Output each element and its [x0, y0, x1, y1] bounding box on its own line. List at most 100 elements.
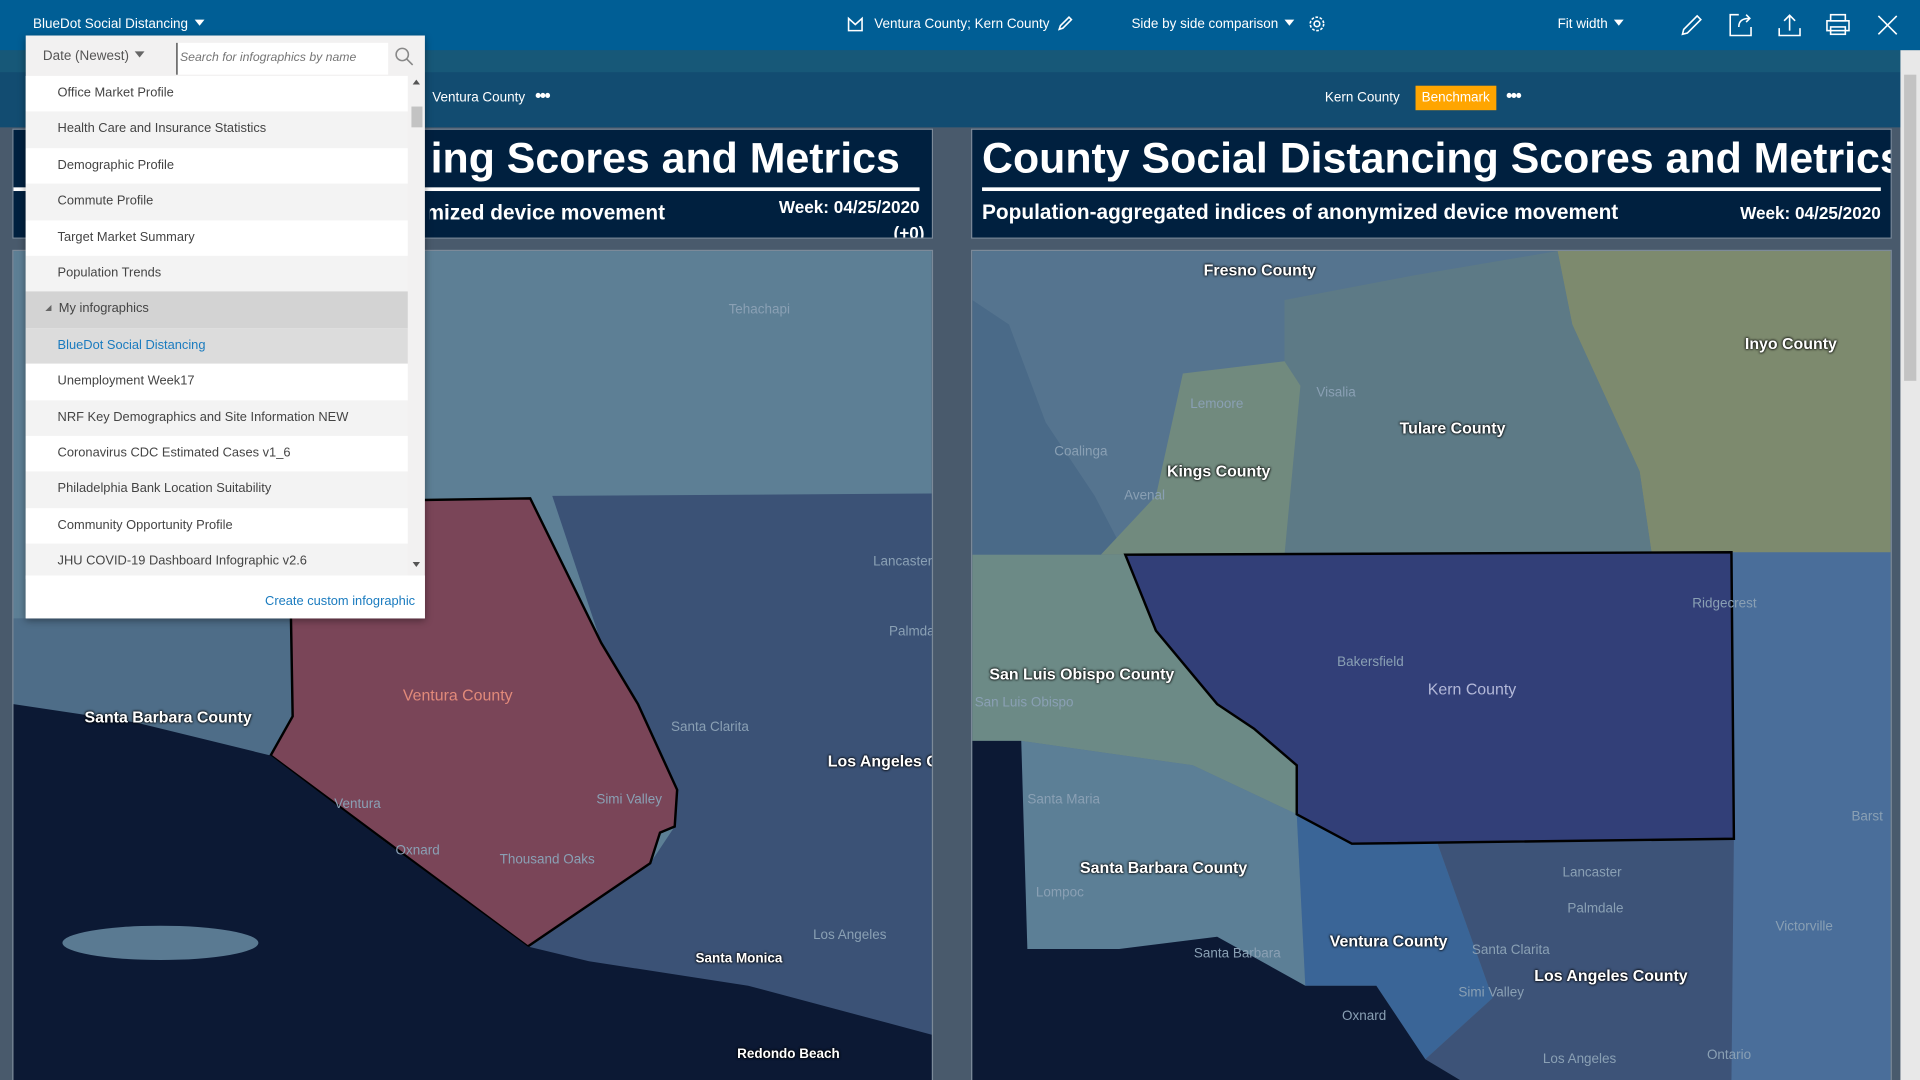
list-item-label: Demographic Profile: [57, 157, 175, 173]
area-icon: [847, 16, 863, 36]
map-label: Avenal: [1124, 488, 1166, 504]
list-scrollbar[interactable]: [410, 75, 423, 571]
infographic-search-input[interactable]: [176, 42, 389, 75]
map-label: Santa Monica: [695, 951, 783, 967]
map-label: Thousand Oaks: [499, 852, 595, 867]
list-item-label: My infographics: [58, 301, 149, 317]
map-label: Kern County: [1427, 679, 1517, 698]
map-label: Santa Maria: [1027, 792, 1100, 807]
list-scrollbar-thumb[interactable]: [411, 106, 423, 128]
map-label: Palmdale: [1567, 901, 1624, 916]
map-label: Victorville: [1775, 919, 1833, 935]
infographic-list: Office Market Profile Health Care and Ins…: [25, 75, 408, 580]
inyo-county-shape: [1557, 251, 1891, 555]
san-bernardino-county-shape: [1731, 552, 1891, 1080]
close-icon[interactable]: [1877, 15, 1898, 39]
ocean-shape: [972, 740, 1460, 1080]
sort-label: Date (Newest): [42, 48, 129, 64]
list-item-label: NRF Key Demographics and Site Informatio…: [57, 409, 349, 425]
list-item[interactable]: Unemployment Week17: [25, 363, 408, 400]
list-item-label: Population Trends: [57, 265, 162, 281]
left-more-options-button[interactable]: •••: [535, 85, 551, 106]
map-label: Coalinga: [1054, 444, 1108, 460]
list-group-header[interactable]: My infographics: [25, 291, 408, 328]
scroll-down-icon[interactable]: [412, 562, 421, 567]
map-label: Los Angeles: [1542, 1051, 1617, 1067]
kings-county-shape: [1100, 361, 1301, 555]
map-label: Santa Barbara: [1193, 946, 1281, 962]
los-angeles-county-shape: [1425, 838, 1734, 1080]
infographic-title: County Social Distancing Scores and Metr…: [430, 134, 901, 183]
list-item[interactable]: Population Trends: [25, 255, 408, 292]
infographic-selector[interactable]: BlueDot Social Distancing: [33, 17, 204, 32]
right-more-options-button[interactable]: •••: [1506, 85, 1522, 106]
channel-island-shape: [62, 925, 259, 961]
list-item[interactable]: Commute Profile: [25, 183, 408, 220]
list-item[interactable]: Coronavirus CDC Estimated Cases v1_6: [25, 435, 408, 472]
zoom-mode-dropdown[interactable]: Fit width: [1558, 17, 1624, 32]
left-area-label: Ventura County: [432, 90, 526, 106]
map-label: Kings County: [1166, 461, 1271, 481]
map-label: Ontario: [1706, 1048, 1752, 1063]
pencil-icon[interactable]: [1680, 13, 1703, 40]
infographic-subtitle: Population-aggregated indices of anonymi…: [982, 200, 1619, 225]
list-item[interactable]: Target Market Summary: [25, 219, 408, 256]
page-scrollbar[interactable]: [1900, 50, 1920, 1080]
areas-label: Ventura County; Kern County: [874, 17, 1050, 32]
infographic-subtitle: Population-aggregated indices of anonymi…: [429, 200, 665, 225]
search-icon[interactable]: [394, 47, 414, 73]
map-label: Santa Clarita: [671, 720, 749, 735]
create-custom-infographic-link[interactable]: Create custom infographic: [265, 593, 416, 609]
map-label: Santa Barbara County: [1080, 858, 1248, 877]
santa-barbara-county-shape: [1021, 740, 1306, 986]
list-item-label: Unemployment Week17: [57, 373, 195, 389]
collapse-triangle-icon: [45, 305, 52, 312]
week-label: Week: 04/25/2020: [1740, 203, 1881, 223]
share-icon[interactable]: [1729, 13, 1752, 40]
right-map[interactable]: Fresno County Inyo County Lemoore Visali…: [971, 249, 1892, 1080]
infographic-selector-label: BlueDot Social Distancing: [33, 17, 189, 32]
dropdown-footer: [25, 575, 425, 619]
chevron-down-icon: [135, 51, 145, 58]
week-label: Week: 04/25/2020: [778, 197, 920, 217]
map-label: Simi Valley: [596, 792, 662, 807]
kern-county-shape: [1123, 551, 1736, 845]
scroll-up-icon[interactable]: [412, 79, 421, 85]
list-item-label: JHU COVID-19 Dashboard Infographic v2.6: [57, 553, 307, 569]
edit-areas-icon[interactable]: [1057, 16, 1073, 36]
export-icon[interactable]: [1778, 13, 1801, 40]
list-item-label: Coronavirus CDC Estimated Cases v1_6: [57, 445, 291, 461]
map-label: Lancaster: [1562, 865, 1622, 881]
list-item[interactable]: Community Opportunity Profile: [25, 507, 408, 544]
list-item[interactable]: Philadelphia Bank Location Suitability: [25, 471, 408, 508]
map-label: Ventura County: [1329, 931, 1448, 951]
benchmark-badge: Benchmark: [1415, 85, 1496, 111]
list-item-label: BlueDot Social Distancing: [57, 337, 206, 353]
map-label: Los Angeles County: [1534, 966, 1688, 985]
map-label: Palmdale: [888, 624, 932, 640]
los-angeles-county-shape: [527, 493, 932, 1080]
map-label: Oxnard: [1342, 1008, 1387, 1024]
list-item[interactable]: NRF Key Demographics and Site Informatio…: [25, 399, 408, 436]
print-icon[interactable]: [1826, 13, 1850, 40]
scrollbar-thumb[interactable]: [1904, 74, 1917, 381]
chevron-down-icon: [1613, 19, 1624, 26]
list-item-label: Community Opportunity Profile: [57, 517, 233, 533]
title-divider: [982, 187, 1881, 192]
list-item[interactable]: JHU COVID-19 Dashboard Infographic v2.6: [25, 543, 408, 580]
map-label: Los Angeles: [813, 928, 887, 943]
map-label: Santa Clarita: [1471, 942, 1550, 958]
list-item[interactable]: Health Care and Insurance Statistics: [25, 111, 408, 148]
background-strip: [0, 50, 1920, 73]
chevron-down-icon: [1284, 19, 1295, 26]
list-item[interactable]: Demographic Profile: [25, 147, 408, 184]
map-label: Los Angeles C: [827, 751, 934, 771]
comparison-mode-label: Side by side comparison: [1131, 17, 1279, 32]
list-item[interactable]: Office Market Profile: [25, 75, 408, 112]
gear-icon[interactable]: [1308, 15, 1326, 37]
list-item-label: Philadelphia Bank Location Suitability: [57, 481, 272, 497]
sort-dropdown[interactable]: Date (Newest): [43, 49, 145, 64]
list-item[interactable]: BlueDot Social Distancing: [25, 327, 408, 364]
map-label: Lompoc: [1035, 885, 1084, 901]
comparison-mode-dropdown[interactable]: Side by side comparison: [1131, 17, 1295, 32]
